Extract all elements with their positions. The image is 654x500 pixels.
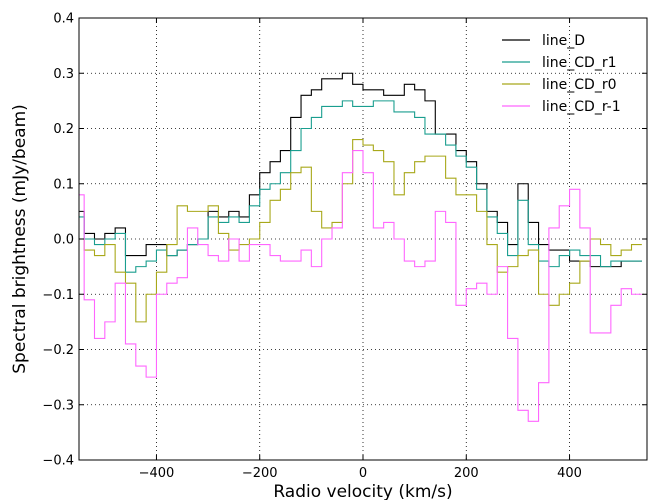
series-lines: [79, 72, 642, 422]
y-tick-label: 0.1: [53, 177, 74, 192]
y-axis-title: Spectral brightness (mJy/beam): [10, 104, 30, 374]
x-tick-label: 400: [557, 466, 582, 481]
legend-label: line_CD_r1: [542, 55, 616, 71]
y-tick-label: −0.1: [42, 288, 74, 303]
x-axis-title: Radio velocity (km/s): [273, 482, 452, 500]
x-tick-label: 0: [359, 466, 367, 481]
x-tick-label: −400: [139, 466, 175, 481]
legend-label: line_CD_r0: [542, 77, 616, 93]
x-tick-label: 200: [454, 466, 479, 481]
y-tick-label: 0.3: [53, 67, 74, 82]
y-tick-label: −0.3: [42, 398, 74, 413]
series-line-line_CD_r-1: [79, 150, 642, 422]
y-tick-label: −0.4: [42, 454, 74, 469]
grid-lines: [79, 18, 647, 460]
y-tick-label: 0.0: [53, 233, 74, 248]
legend-label: line_D: [542, 33, 585, 49]
legend: line_D line_CD_r1 line_CD_r0 line_CD_r-1: [502, 33, 621, 115]
x-tick-label: −200: [242, 466, 278, 481]
series-line-line_CD_r1: [79, 100, 642, 273]
y-tick-label: 0.2: [53, 122, 74, 137]
y-tick-label: −0.2: [42, 343, 74, 358]
axis-ticks: −400 −200 0 200 400 −0.4 −0.3 −0.2 −0.1 0.0 0.1 0.2…: [42, 12, 647, 481]
legend-label: line_CD_r-1: [542, 99, 621, 115]
y-tick-label: 0.4: [53, 12, 74, 27]
